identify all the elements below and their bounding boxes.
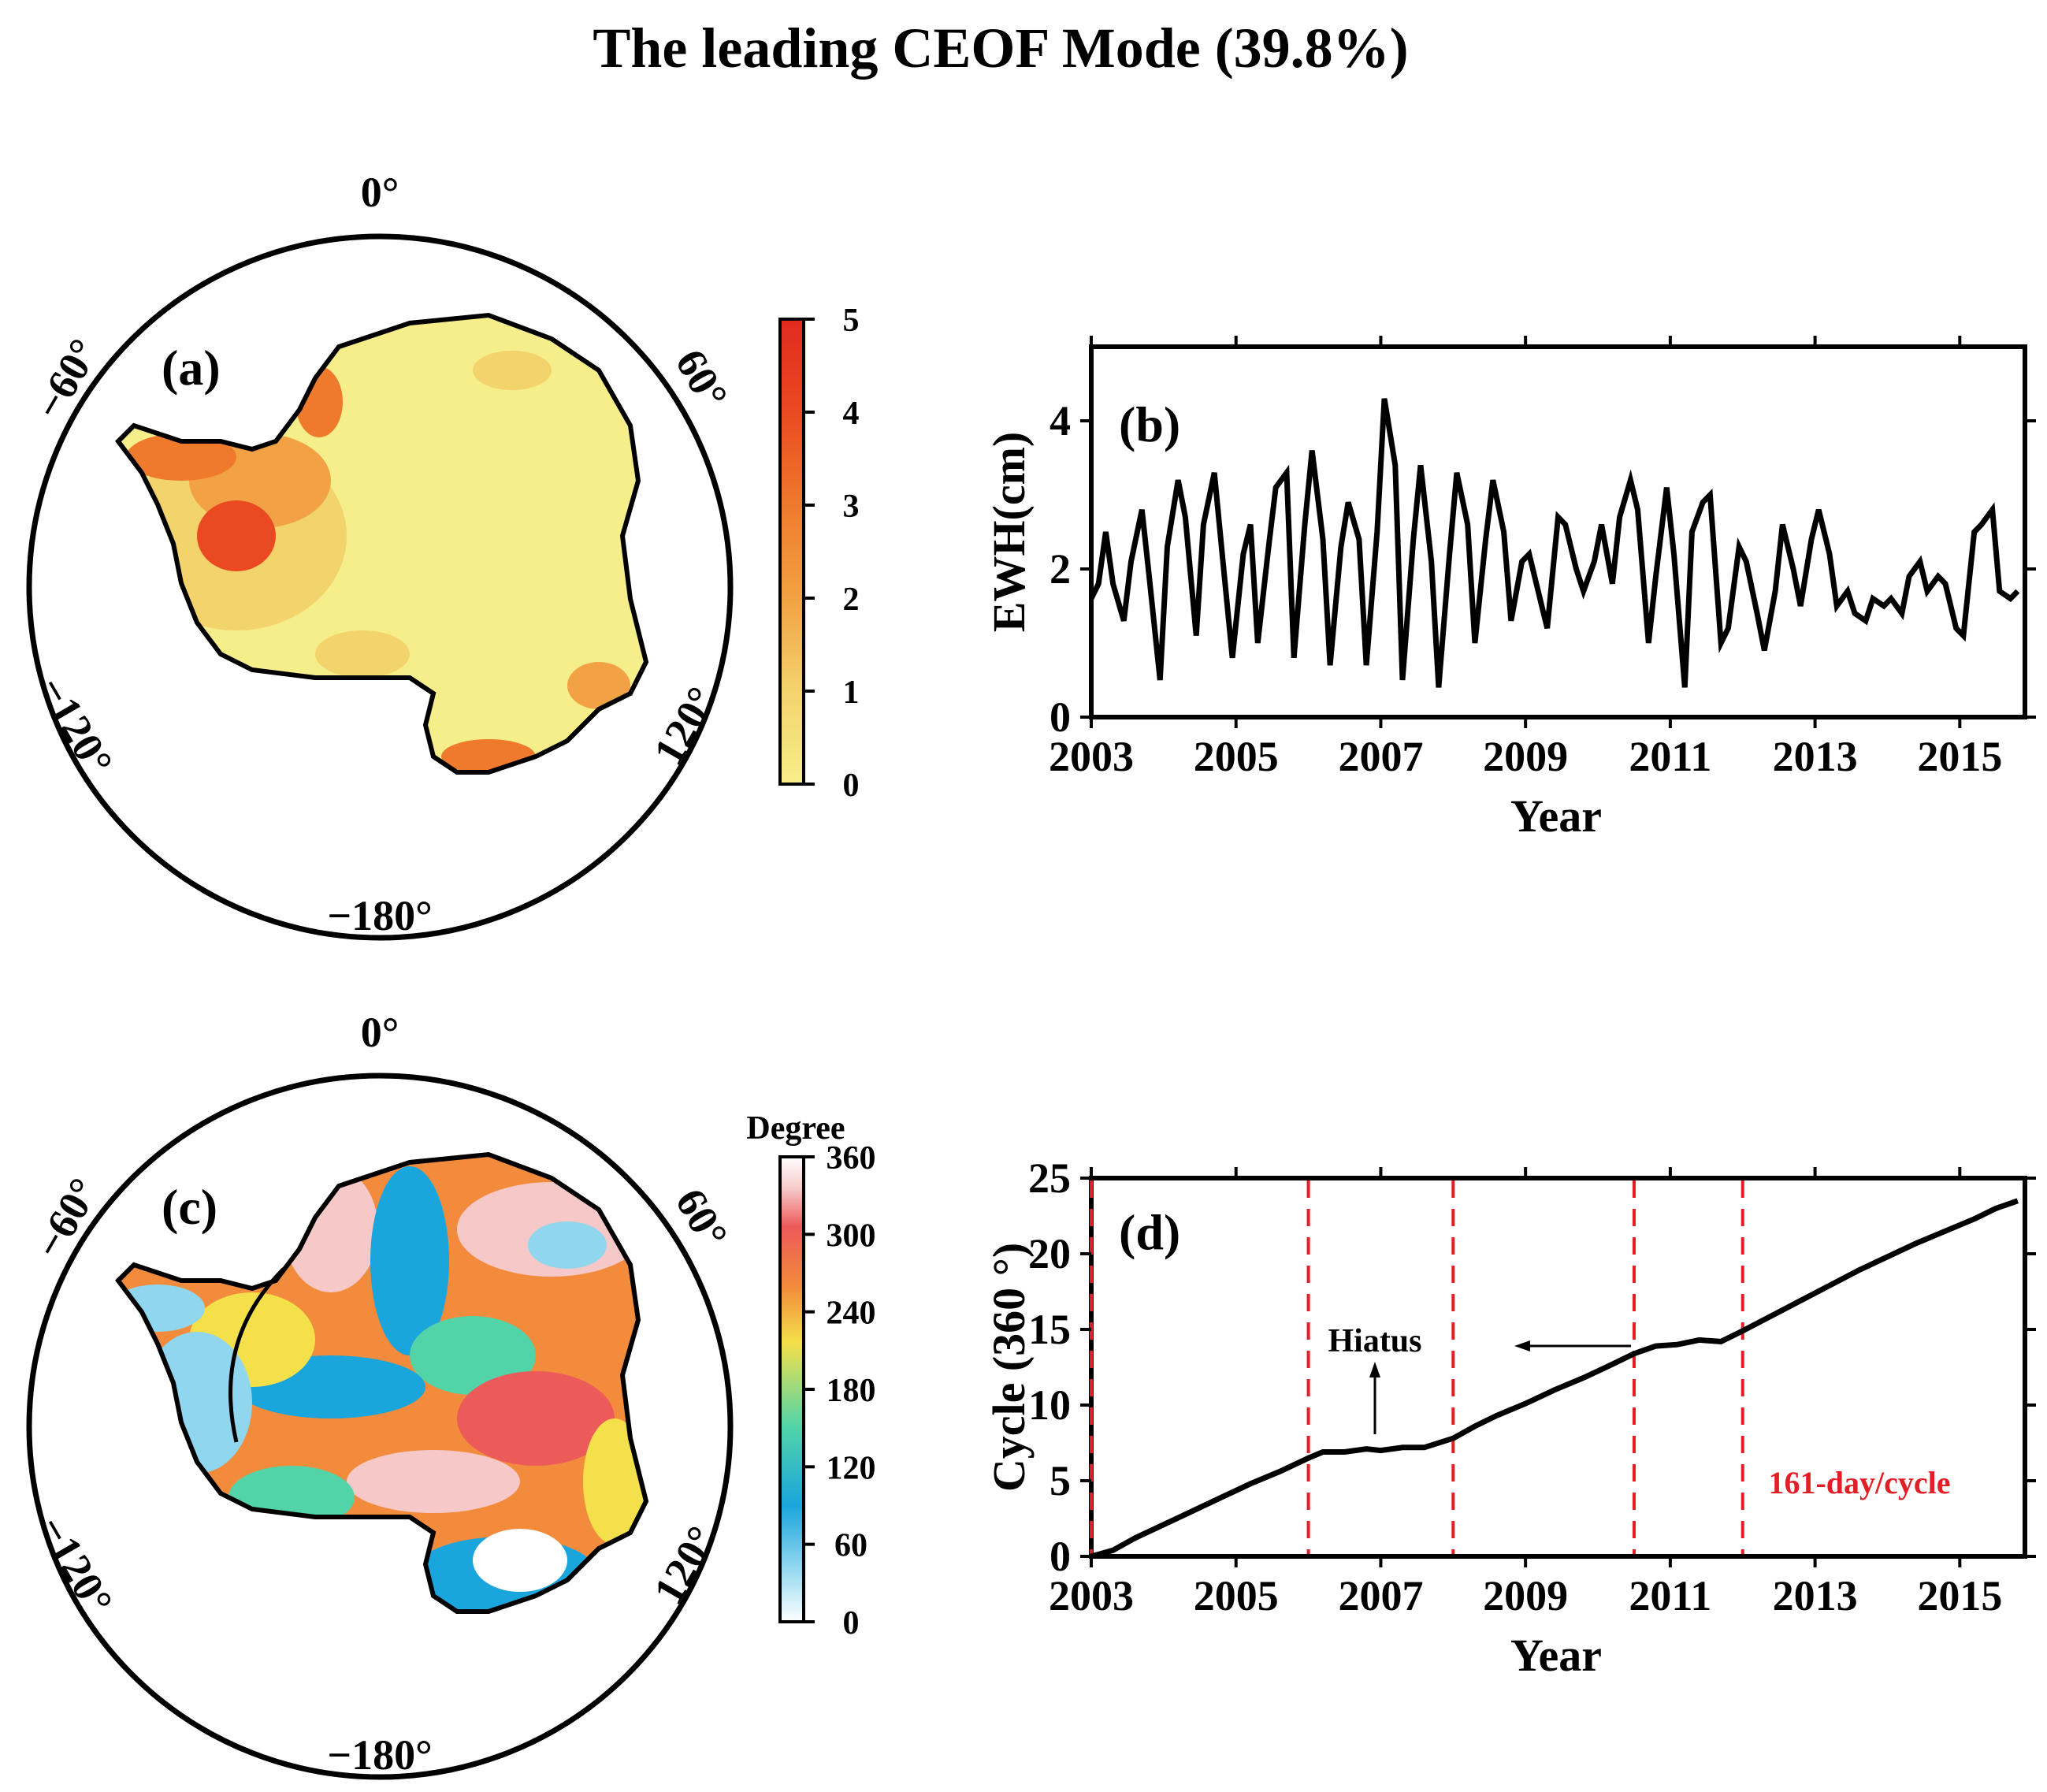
chart-d-hiatus-arrowhead-left [1514, 1340, 1530, 1351]
panel-b-chart: 2003 2005 2007 2009 2011 2013 2015 0 2 4 (b) Year… [983, 336, 2036, 842]
chart-b-ytick-label: 0 [1050, 693, 1071, 741]
chart-b-xtick-label: 2009 [1483, 733, 1568, 780]
chart-d-ytick-label: 25 [1028, 1154, 1071, 1202]
colorbar-c-tick-label: 120 [827, 1450, 876, 1486]
chart-b-xtick-label: 2011 [1629, 733, 1711, 780]
colorbar-c-tick-label: 360 [827, 1140, 876, 1177]
colorbar-c-tick-label: 0 [843, 1605, 860, 1641]
chart-d-xtick-label: 2005 [1194, 1572, 1279, 1619]
colorbar-a-tick-label: 0 [843, 768, 860, 804]
figure-title: The leading CEOF Mode (39.8%) [593, 17, 1408, 80]
colorbar-a-tick-label: 3 [843, 489, 860, 525]
map-c-arrow-arc [228, 1267, 285, 1443]
chart-b-xtick-label: 2005 [1194, 733, 1279, 780]
chart-d-xtick-label: 2007 [1338, 1572, 1423, 1619]
chart-b-frame [1089, 344, 2027, 719]
map-c-label-top: 0° [361, 1009, 399, 1056]
chart-d-xtick-label: 2009 [1483, 1572, 1568, 1619]
panel-a-label: (a) [162, 340, 221, 396]
chart-d-xtick-label: 2013 [1773, 1572, 1858, 1619]
chart-d-xtick-label: 2003 [1049, 1572, 1134, 1619]
panel-d-chart: 2003 2005 2007 2009 2011 2013 2015 0 5 10 15 20 25 (… [983, 1154, 2036, 1681]
colorbar-c-bar [778, 1155, 805, 1623]
map-c-label-bottom: −180° [327, 1731, 432, 1779]
map-a-label-top: 0° [361, 169, 399, 216]
panel-b-label: (b) [1119, 396, 1180, 452]
colorbar-c-tick-label: 180 [827, 1373, 876, 1409]
chart-b-xtick-label: 2015 [1917, 733, 2002, 780]
chart-d-ytick-label: 0 [1050, 1533, 1071, 1580]
panel-c-label: (c) [162, 1179, 217, 1235]
chart-d-xlabel: Year [1510, 1630, 1602, 1681]
chart-b-xlabel: Year [1510, 790, 1602, 842]
chart-b-xtick-label: 2013 [1773, 733, 1858, 780]
chart-d-xtick-label: 2011 [1629, 1572, 1711, 1619]
panel-a-map: 0° −180° −60° 60° −120° 120° (a) [25, 169, 737, 941]
chart-b-ytick-label: 4 [1050, 397, 1071, 444]
chart-d-ytick-label: 15 [1028, 1306, 1071, 1353]
chart-d-ytick-label: 10 [1028, 1381, 1071, 1429]
colorbar-a-bar [778, 318, 805, 786]
panel-c-map: 0° −180° −60° 60° −120° 120° (c) [25, 1009, 737, 1780]
chart-d-ytick-label: 20 [1028, 1230, 1071, 1277]
panel-d-label: (d) [1119, 1204, 1180, 1260]
chart-d-ylabel: Cycle (360 °) [983, 1243, 1035, 1492]
chart-b-xtick-label: 2003 [1049, 733, 1134, 780]
colorbar-a-tick-label: 1 [843, 675, 860, 711]
colorbar-c: Degree 0 60 120 180 240 300 360 [746, 1110, 875, 1641]
map-a-label-bottom: −180° [327, 892, 432, 939]
colorbar-c-label: Degree [746, 1110, 845, 1147]
chart-d-annotation-hiatus: Hiatus [1328, 1323, 1421, 1359]
colorbar-a-tick-label: 5 [843, 303, 860, 339]
chart-d-series-line [1090, 1198, 2019, 1560]
chart-d-xtick-label: 2015 [1917, 1572, 2002, 1619]
colorbar-c-tick-label: 240 [827, 1296, 876, 1332]
map-c-coast [115, 1151, 649, 1614]
chart-d-hiatus-arrowhead-up [1369, 1362, 1380, 1377]
chart-b-ytick-label: 2 [1050, 545, 1071, 593]
colorbar-c-tick-label: 300 [827, 1218, 876, 1254]
chart-b-xtick-label: 2007 [1338, 733, 1423, 780]
colorbar-c-tick-label: 60 [834, 1528, 867, 1564]
chart-b-series-line [1088, 398, 2020, 688]
chart-d-ytick-label: 5 [1050, 1457, 1071, 1504]
chart-d-annotation-cycle: 161-day/cycle [1768, 1465, 1950, 1500]
chart-b-ylabel: EWH(cm) [983, 432, 1035, 633]
colorbar-a-tick-label: 2 [843, 582, 860, 618]
colorbar-a: 0 1 2 3 4 5 [778, 303, 860, 804]
colorbar-a-tick-label: 4 [843, 396, 860, 432]
